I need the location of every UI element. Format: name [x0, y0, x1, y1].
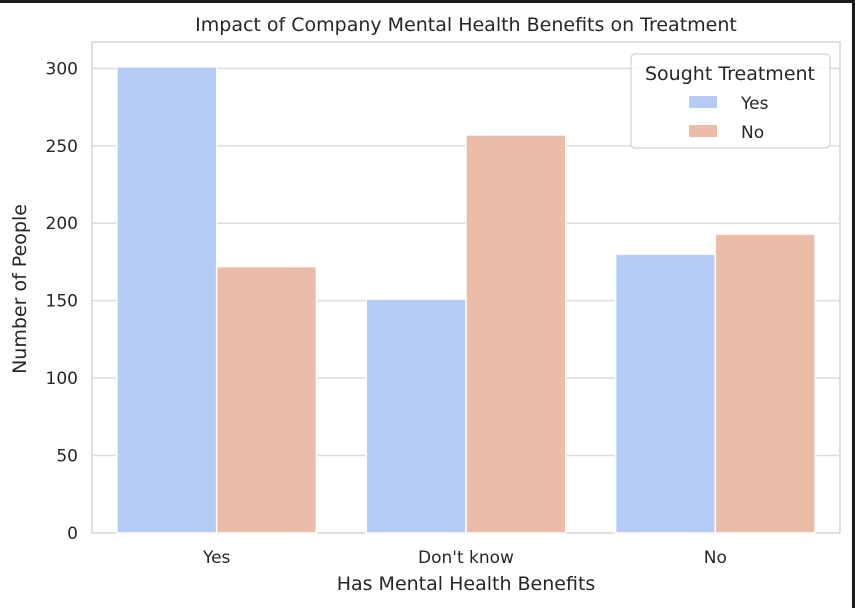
y-tick-label: 300 [46, 59, 78, 79]
y-axis-label: Number of People [9, 204, 31, 374]
bar-no-no [714, 233, 816, 534]
y-tick-label: 250 [46, 137, 78, 157]
bar-no-yes [215, 265, 318, 534]
y-tick-label: 150 [46, 292, 78, 312]
legend-label-no: No [741, 123, 764, 143]
legend-swatch-no [689, 125, 717, 137]
x-tick-label: No [704, 548, 727, 568]
legend-box [630, 53, 831, 149]
y-tick-labels: 0 50 100 150 200 250 300 [46, 59, 78, 544]
bar-chart: 0 50 100 150 200 250 300 Yes Don't know No Impac… [9, 14, 841, 595]
legend-label-yes: Yes [740, 94, 769, 114]
y-tick-label: 100 [46, 369, 78, 389]
legend-swatch-yes [689, 96, 717, 108]
legend-title: Sought Treatment [645, 63, 815, 85]
y-tick-label: 0 [67, 524, 78, 544]
x-tick-labels: Yes Don't know No [202, 548, 727, 568]
x-axis-label: Has Mental Health Benefits [337, 573, 596, 595]
bar-no-don-t-know [465, 134, 567, 534]
bar-yes-yes [116, 66, 218, 534]
chart-title: Impact of Company Mental Health Benefits… [195, 14, 737, 36]
x-tick-label: Yes [202, 548, 231, 568]
y-tick-label: 200 [46, 214, 78, 234]
bars [116, 66, 816, 534]
y-tick-label: 50 [56, 447, 78, 467]
x-tick-label: Don't know [418, 548, 514, 568]
bar-yes-don-t-know [365, 298, 467, 534]
bar-yes-no [614, 253, 717, 534]
legend: Sought Treatment Yes No [630, 53, 831, 149]
